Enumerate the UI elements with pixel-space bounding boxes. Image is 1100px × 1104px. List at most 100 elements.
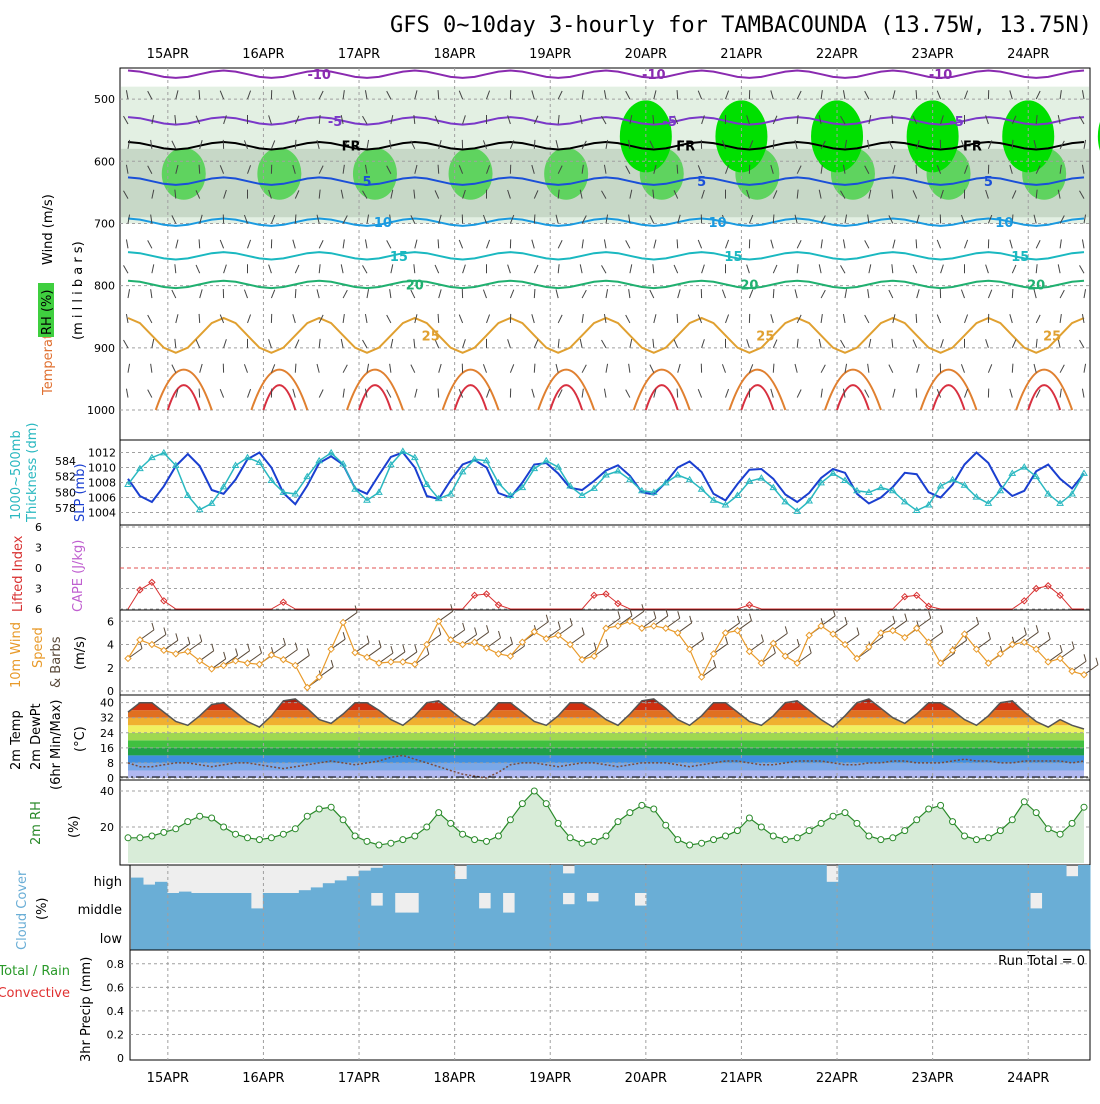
cloud-bar-high: [395, 865, 407, 893]
rh2m-point: [687, 842, 693, 848]
rh2m-point: [938, 802, 944, 808]
rh2m-point: [1009, 817, 1015, 823]
cloud-bar-low: [682, 921, 694, 950]
isotherm-label: -10: [307, 68, 331, 83]
lifted-index-label: Lifted Index: [11, 535, 26, 612]
wind-barb: [916, 165, 917, 174]
isotherm-label: 5: [697, 175, 706, 190]
rh2m-point: [340, 817, 346, 823]
cloud-bar-middle: [491, 893, 503, 921]
cloud-bar-low: [982, 921, 994, 950]
cloud-bar-high: [694, 865, 706, 893]
cloud-bar-high: [982, 865, 994, 893]
cloud-bar-low: [407, 921, 419, 950]
cloud-cover-panel: Cloud Cover (%) high middle low: [15, 865, 1091, 950]
cloud-bar-low: [455, 921, 467, 950]
isotherm-label: 20: [406, 278, 424, 293]
thickness-label-2: Thickness (dm): [25, 423, 40, 523]
rh2m-point: [591, 838, 597, 844]
cloud-bar-middle: [1006, 893, 1018, 921]
cloud-bar-middle: [790, 893, 802, 921]
date-label-top: 20APR: [625, 47, 667, 62]
cloud-bar-high: [551, 865, 563, 893]
temp-tick: 24: [100, 727, 114, 740]
rh2m-point: [663, 822, 669, 828]
rh2m-point: [316, 806, 322, 812]
cloud-bar-middle: [503, 913, 515, 921]
cloud-bar-middle: [802, 893, 814, 921]
cloud-bar-low: [227, 921, 239, 950]
cloud-bar-high: [311, 887, 323, 893]
cloud-bar-high: [778, 865, 790, 893]
date-label-top: 19APR: [529, 47, 571, 62]
cloud-bar-low: [1066, 921, 1078, 950]
cloud-bar-middle: [383, 893, 395, 921]
cloud-bar-middle: [131, 893, 143, 921]
li-tick: 3: [35, 583, 42, 596]
rh2m-point: [1045, 826, 1051, 832]
wind-barb: [916, 90, 917, 99]
temp-tick: 16: [100, 742, 114, 755]
cloud-bar-high: [335, 880, 347, 893]
rh-patch-green: [162, 148, 206, 200]
pressure-units-label: (m i l l i b a r s): [71, 241, 86, 340]
wind-barb-flag: [1096, 658, 1098, 665]
cloud-bar-high: [383, 865, 395, 893]
run-total: Run Total = 0: [998, 954, 1085, 969]
cloud-bar-low: [515, 921, 527, 950]
isotherm-label: -10: [929, 68, 953, 83]
cloud-bar-low: [395, 921, 407, 950]
chart-title: GFS 0~10day 3-hourly for TAMBACOUNDA (13…: [390, 13, 1092, 38]
cloud-bar-low: [934, 921, 946, 950]
isotherm-label: -10: [642, 68, 666, 83]
wind-barb: [534, 140, 535, 149]
cloud-bar-middle: [419, 893, 431, 921]
cloud-bar-low: [838, 921, 850, 950]
cape-label: CAPE (J/kg): [71, 540, 86, 612]
rh2m-point: [675, 837, 681, 843]
cloud-bar-middle: [838, 893, 850, 921]
cloud-bar-high: [802, 865, 814, 893]
cloud-bar-middle: [611, 893, 623, 921]
cloud-bar-middle: [862, 893, 874, 921]
isotherm-label: 15: [390, 250, 408, 265]
cloud-bar-high: [646, 865, 658, 893]
cloud-bar-middle: [946, 893, 958, 921]
cloud-bar-high: [994, 865, 1006, 893]
cloud-bar-middle: [167, 893, 179, 921]
cloud-bar-high: [155, 882, 167, 893]
cloud-bar-high: [1006, 865, 1018, 893]
cloud-bar-low: [958, 921, 970, 950]
rh2m-point: [280, 831, 286, 837]
wind-barb: [438, 90, 439, 99]
isotherm-label: 10: [708, 216, 726, 231]
wind-barb: [534, 364, 535, 373]
cloud-bar-low: [766, 921, 778, 950]
cloud-bar-middle: [575, 893, 587, 921]
rh2m-point: [973, 837, 979, 843]
cloud-bar-low: [167, 921, 179, 950]
cloud-bar-middle: [934, 893, 946, 921]
cloud-bar-low: [539, 921, 551, 950]
wind-tick: 2: [107, 662, 114, 675]
cloud-bar-low: [263, 921, 275, 950]
isotherm-label: 25: [1043, 329, 1061, 344]
cloud-bar-high: [563, 873, 575, 893]
wind-barb: [438, 165, 439, 174]
isotherm-label: -5: [328, 115, 342, 130]
wind-barb: [773, 140, 774, 149]
cloud-bar-high: [886, 865, 898, 893]
wind-barb: [295, 364, 296, 373]
precip-tick: 0.4: [107, 1005, 125, 1018]
isotherm-label: 5: [362, 175, 371, 190]
rh2m-point: [460, 831, 466, 837]
cloud-bar-high: [658, 865, 670, 893]
wind-barb: [677, 389, 678, 398]
date-label-top: 18APR: [433, 47, 475, 62]
upper-wind-label: Wind (m/s): [41, 194, 56, 265]
precip-tick: 0.8: [107, 958, 125, 971]
cloud-bar-middle: [994, 893, 1006, 921]
cloud-bar-high: [491, 865, 503, 893]
wind-barb: [773, 364, 774, 373]
